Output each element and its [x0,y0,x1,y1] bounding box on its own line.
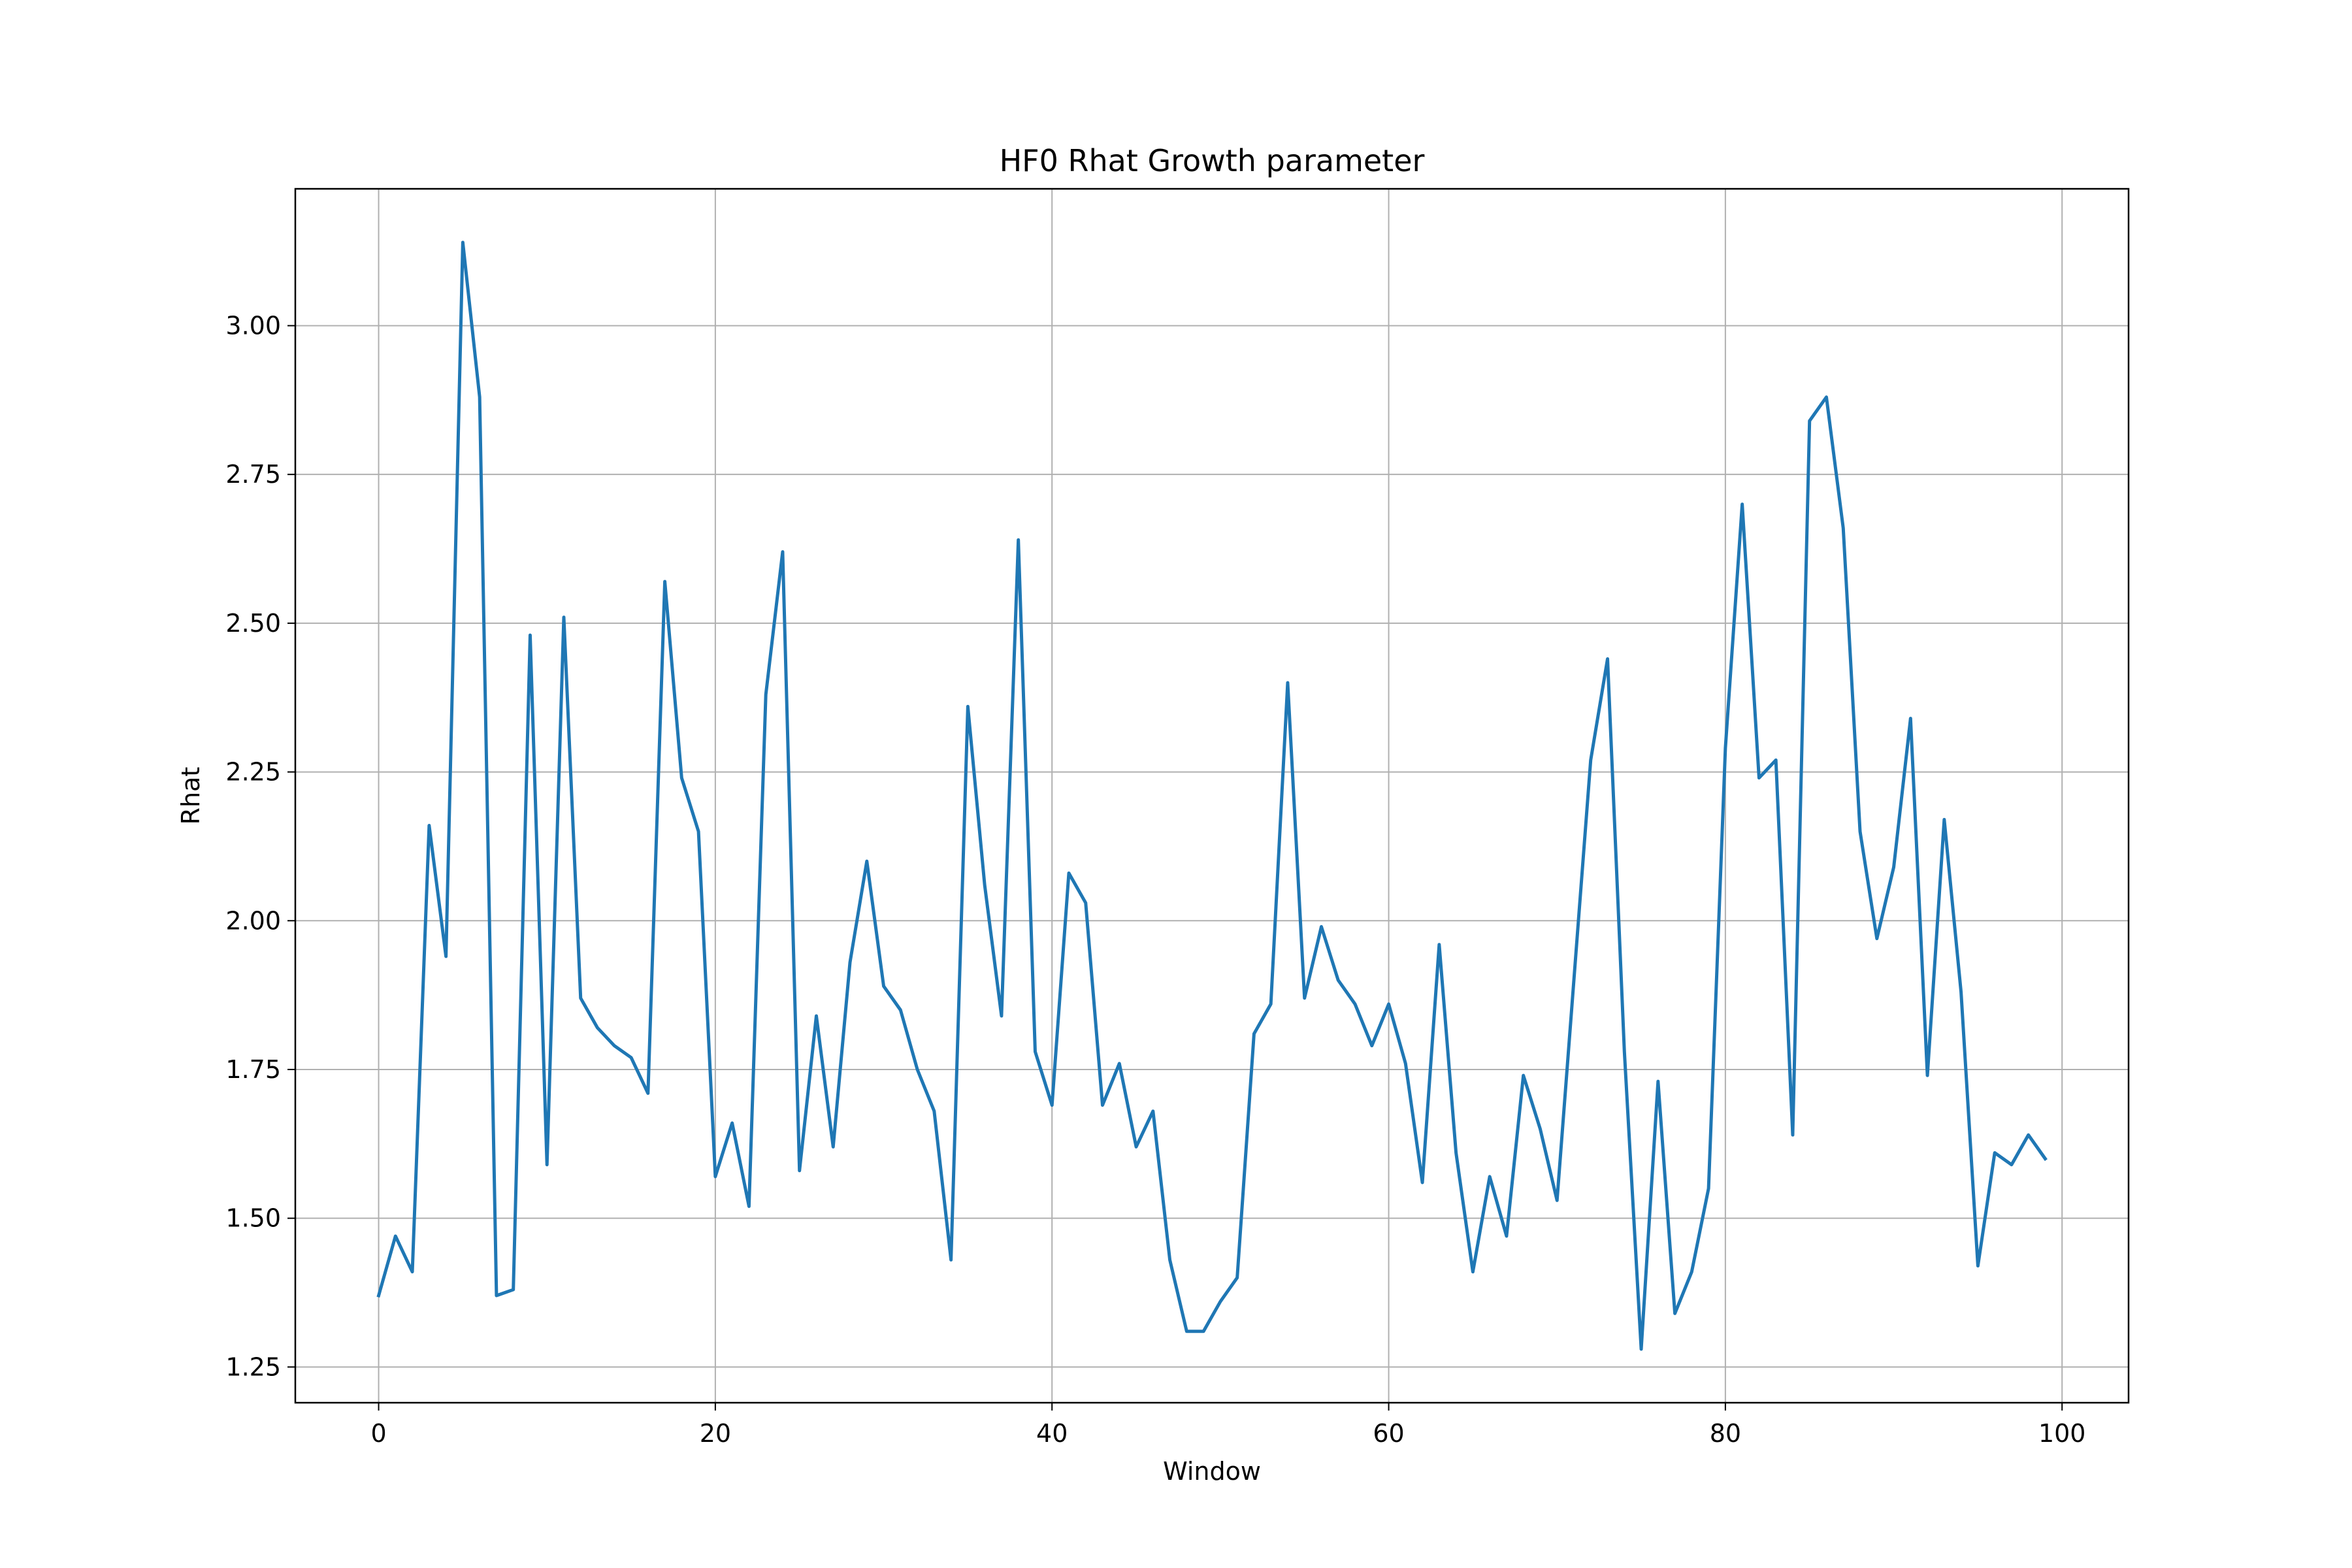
x-tick-label: 80 [1710,1419,1741,1448]
y-tick-label: 2.00 [225,906,281,935]
x-tick-label: 60 [1373,1419,1404,1448]
y-tick-label: 2.75 [225,460,281,489]
x-tick-label: 0 [370,1419,386,1448]
x-axis-label: Window [1163,1457,1261,1486]
series-line-0 [376,240,2048,1351]
y-tick-label: 1.25 [225,1352,281,1381]
y-tick-label: 2.50 [225,609,281,638]
chart-title: HF0 Rhat Growth parameter [1000,143,1425,178]
grid-lines [295,189,2129,1403]
x-tick-label: 20 [700,1419,731,1448]
x-tick-label: 40 [1036,1419,1068,1448]
y-tick-label: 1.50 [225,1204,281,1233]
plot-frame [294,188,2130,1404]
ticks: 0 20 40 60 80 100 1.25 1.50 1.75 2.00 2.25 2.50 2.75… [225,311,2085,1448]
y-tick-label: 3.00 [225,311,281,340]
x-tick-label: 100 [2038,1419,2086,1448]
y-tick-label: 2.25 [225,758,281,787]
y-axis-label: Rhat [176,767,205,825]
series-layer [376,240,2048,1351]
y-tick-label: 1.75 [225,1055,281,1084]
